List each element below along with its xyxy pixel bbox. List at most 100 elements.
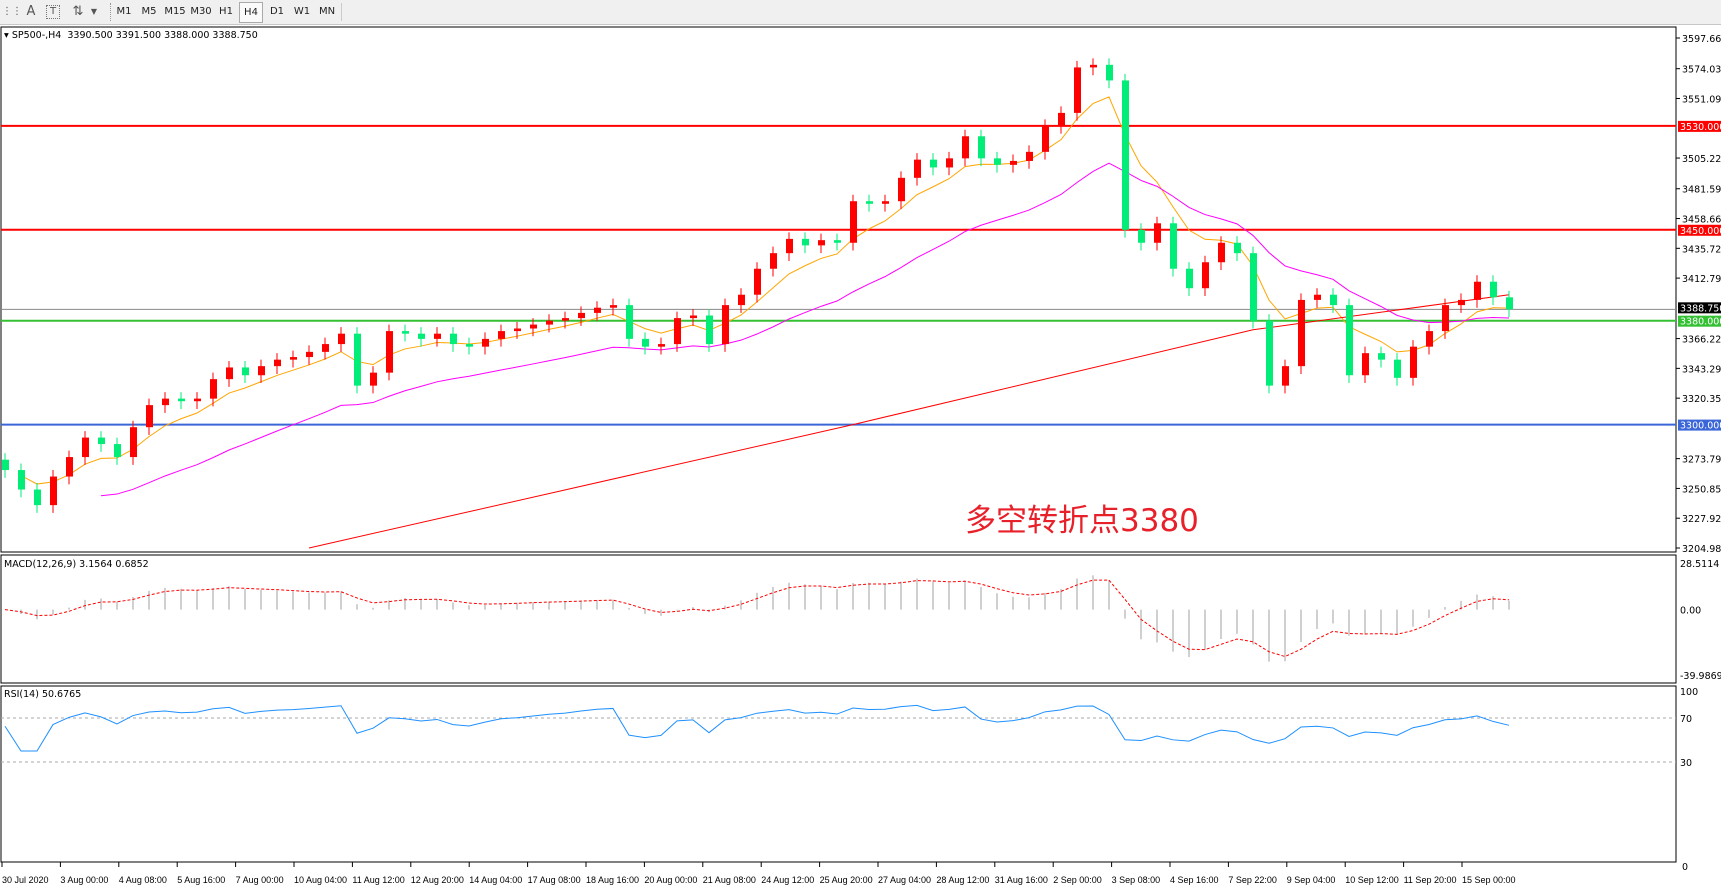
time-label: 28 Aug 12:00: [936, 875, 990, 885]
candle-body: [962, 136, 969, 159]
chevron-down-icon[interactable]: ▼: [90, 7, 98, 16]
candle-body: [818, 240, 825, 246]
toolbar: ⋮⋮ A T ⇅ ▼ M1 M5 M15 M30 H1 H4 D1 W1 MN: [0, 0, 1721, 25]
ohlc-values: 3390.500 3391.500 3388.000 3388.750: [67, 30, 258, 41]
timeframe-m1[interactable]: M1: [116, 6, 132, 17]
candle-body: [66, 457, 73, 477]
time-label: 20 Aug 00:00: [644, 875, 698, 885]
candle-body: [850, 201, 857, 243]
candle-body: [546, 320, 553, 325]
candle-body: [146, 405, 153, 428]
timeframe-mn[interactable]: MN: [318, 6, 336, 17]
candle-body: [1282, 366, 1289, 386]
candle-body: [1010, 160, 1017, 165]
timeframe-h1[interactable]: H1: [219, 6, 233, 17]
price-axis-label: 3250.855: [1682, 484, 1721, 495]
candle-body: [82, 437, 89, 458]
time-label: 2 Sep 00:00: [1053, 875, 1102, 885]
time-label: 4 Sep 16:00: [1170, 875, 1219, 885]
candle-body: [706, 315, 713, 345]
level-3300-tag: [1678, 419, 1721, 431]
candle-body: [194, 398, 201, 402]
timeframe-m5[interactable]: M5: [141, 6, 157, 17]
level-3450-tag: [1678, 224, 1721, 236]
grid-icon[interactable]: ⋮⋮: [2, 6, 20, 17]
ma-slow-line: [308, 294, 1510, 549]
timeframe-m15[interactable]: M15: [164, 6, 186, 17]
timeframe-d1[interactable]: D1: [269, 6, 285, 17]
candle-body: [178, 398, 185, 402]
candle-body: [1186, 268, 1193, 289]
price-axis-label: 3204.985: [1682, 544, 1721, 555]
chart-header: ▾ SP500-,H4 3390.500 3391.500 3388.000 3…: [4, 30, 258, 41]
candle-body: [450, 333, 457, 345]
candle-body: [562, 318, 569, 321]
candle-body: [994, 158, 1001, 165]
candle-body: [434, 333, 441, 339]
arrows-icon[interactable]: ⇅: [72, 4, 84, 19]
level-3380-tag: [1678, 315, 1721, 327]
price-axis-label: 3273.790: [1682, 455, 1721, 466]
level-3530-tag: [1678, 120, 1721, 132]
candle-body: [626, 305, 633, 339]
candle-body: [834, 240, 841, 243]
rsi-axis-label: 70: [1680, 714, 1692, 725]
candle-body: [1346, 305, 1353, 376]
time-label: 4 Aug 08:00: [118, 875, 167, 885]
price-axis-label: 3458.660: [1682, 215, 1721, 226]
candle-body: [258, 366, 265, 376]
level-3530-tag-label: 3530.000: [1680, 122, 1721, 133]
time-label: 27 Aug 04:00: [878, 875, 932, 885]
price-axis-label: 3366.225: [1682, 335, 1721, 346]
candle-body: [1122, 80, 1129, 230]
time-label: 31 Aug 16:00: [994, 875, 1048, 885]
text-label-icon[interactable]: T: [46, 5, 60, 19]
candle-body: [738, 294, 745, 306]
timeframe-h4[interactable]: H4: [239, 2, 263, 23]
price-axis-label: 3227.920: [1682, 514, 1721, 525]
candle-body: [386, 331, 393, 373]
candle-body: [242, 367, 249, 376]
level-3450-tag-label: 3450.000: [1680, 226, 1721, 237]
candle-body: [354, 333, 361, 386]
text-a-icon[interactable]: A: [26, 4, 36, 19]
candle-body: [1490, 281, 1497, 298]
time-label: 10 Aug 04:00: [294, 875, 348, 885]
rsi-axis-label: 30: [1680, 758, 1692, 769]
ma-fast-line: [20, 96, 1510, 485]
rsi-panel-frame: [0, 685, 1677, 863]
candle-body: [1234, 242, 1241, 254]
candle-body: [1266, 320, 1273, 386]
ma-mid-line: [100, 162, 1510, 497]
macd-panel-frame: [0, 554, 1677, 684]
candle-body: [1362, 353, 1369, 376]
toolbar-separator: [110, 3, 112, 21]
candle-body: [226, 367, 233, 380]
timeframe-m30[interactable]: M30: [190, 6, 212, 17]
time-label: 11 Sep 20:00: [1403, 875, 1457, 885]
candle-body: [98, 437, 105, 445]
toolbar-separator: [341, 3, 343, 21]
rsi-axis-label: 100: [1680, 687, 1698, 698]
candle-body: [658, 344, 665, 347]
candle-body: [946, 158, 953, 168]
candle-body: [1330, 294, 1337, 306]
candle-body: [1074, 67, 1081, 113]
candle-body: [674, 318, 681, 345]
candle-body: [1314, 294, 1321, 300]
collapse-triangle-icon[interactable]: ▾: [4, 30, 9, 41]
macd-axis-label: -39.9869: [1680, 671, 1721, 682]
price-axis-label: 3435.725: [1682, 244, 1721, 255]
candle-body: [1458, 299, 1465, 306]
candle-body: [978, 136, 985, 159]
candle-body: [1026, 151, 1033, 161]
candle-body: [290, 357, 297, 360]
price-axis-label: 3574.030: [1682, 65, 1721, 76]
candle-body: [866, 201, 873, 204]
macd-axis-label: 0.00: [1680, 606, 1701, 617]
candle-body: [1474, 281, 1481, 300]
candle-body: [1426, 331, 1433, 347]
timeframe-w1[interactable]: W1: [293, 6, 311, 17]
candle-body: [1170, 223, 1177, 269]
